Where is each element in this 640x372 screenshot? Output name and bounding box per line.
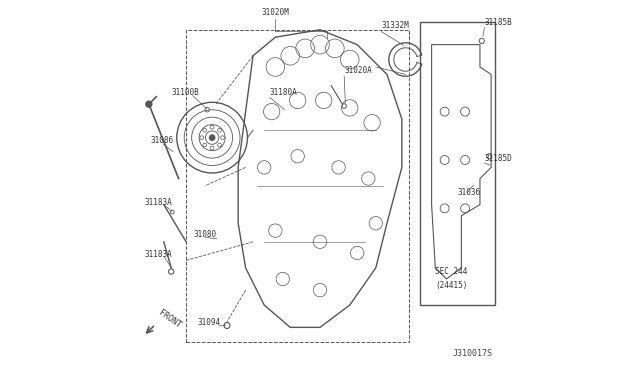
Text: 31185B: 31185B bbox=[484, 18, 512, 27]
Circle shape bbox=[146, 101, 152, 107]
Text: 31332M: 31332M bbox=[381, 21, 409, 30]
Text: (24415): (24415) bbox=[435, 281, 468, 290]
Text: 31180A: 31180A bbox=[270, 88, 298, 97]
Text: 31086: 31086 bbox=[151, 136, 174, 145]
Text: 31020M: 31020M bbox=[262, 8, 289, 17]
Text: 31183A: 31183A bbox=[144, 198, 172, 207]
Bar bbox=[420, 22, 495, 305]
Text: 31020A: 31020A bbox=[344, 65, 372, 74]
Text: J310017S: J310017S bbox=[453, 349, 493, 358]
Text: 31100B: 31100B bbox=[172, 88, 199, 97]
Text: 31094: 31094 bbox=[197, 318, 220, 327]
Bar bbox=[186, 30, 410, 342]
Text: 31185D: 31185D bbox=[484, 154, 512, 163]
Text: FRONT: FRONT bbox=[157, 308, 182, 330]
Text: 31036: 31036 bbox=[458, 187, 481, 196]
Circle shape bbox=[209, 135, 215, 141]
Text: SEC 244: SEC 244 bbox=[435, 267, 468, 276]
Text: 31080: 31080 bbox=[193, 230, 217, 239]
Text: 31183A: 31183A bbox=[144, 250, 172, 259]
